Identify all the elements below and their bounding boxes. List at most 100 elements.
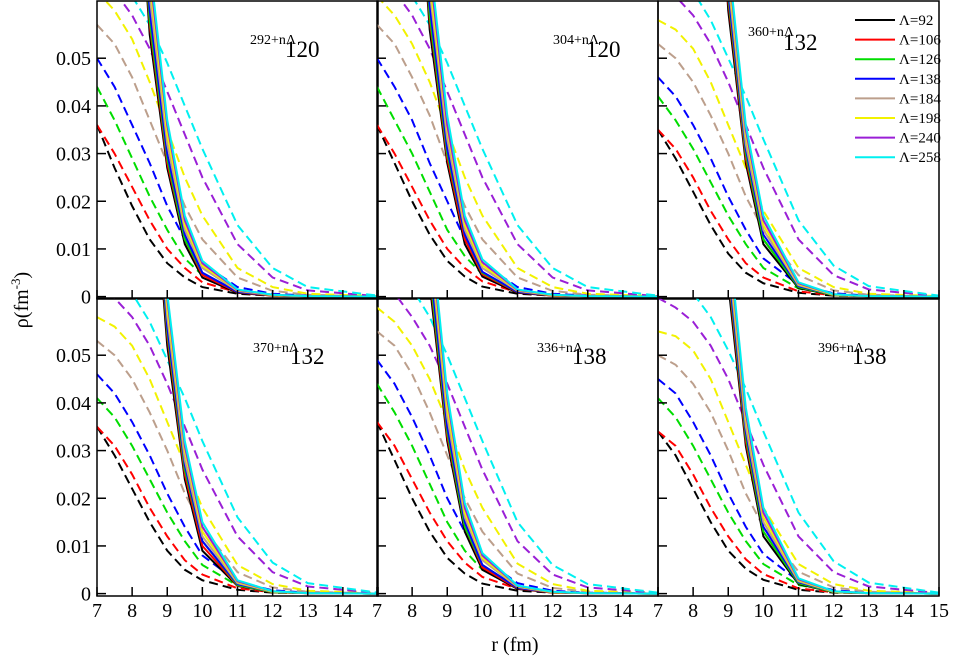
y-tick-label: 0.02: [56, 191, 91, 213]
dashed-line: [97, 373, 378, 595]
solid-line: [436, 298, 658, 595]
dashed-line: [697, 1, 939, 297]
solid-line: [146, 1, 378, 298]
dashed-line: [377, 57, 658, 298]
dashed-line: [133, 1, 378, 297]
x-tick-label: 11: [789, 600, 808, 622]
dashed-line: [97, 397, 378, 595]
x-axis-label: r (fm): [491, 634, 538, 656]
dashed-line: [97, 426, 378, 595]
x-tick-label: 13: [859, 600, 879, 622]
x-tick-label: 8: [407, 600, 417, 622]
x-tick-label: 9: [162, 600, 172, 622]
panel-plot: [97, 1, 378, 298]
x-tick-label: 11: [508, 600, 527, 622]
dashed-line: [377, 359, 658, 595]
dashed-line: [658, 76, 939, 298]
dashed-line: [377, 421, 658, 595]
y-tick-label: 0.01: [56, 239, 91, 261]
solid-line: [166, 298, 378, 595]
dashed-line: [377, 306, 658, 595]
dashed-line: [377, 383, 658, 595]
panel-frame: [657, 297, 940, 597]
y-tick-label: 0.03: [56, 144, 91, 166]
dashed-line: [658, 43, 939, 298]
x-tick-label: 8: [688, 600, 698, 622]
y-tick-label: 0.04: [56, 393, 91, 415]
dashed-line: [377, 24, 658, 298]
y-tick-label: 0.02: [56, 488, 91, 510]
solid-line: [731, 1, 939, 298]
panel-element: 138: [572, 344, 607, 369]
panel-plot: [658, 298, 939, 595]
dashed-line: [97, 24, 378, 298]
solid-line: [147, 1, 378, 298]
panel-plot: [377, 1, 658, 298]
dashed-line: [400, 1, 658, 298]
panel-mass: 304+nΛ: [553, 33, 600, 48]
solid-line: [149, 1, 378, 298]
y-axis-label-text: ρ(fm: [11, 289, 33, 328]
x-tick-label: 10: [472, 600, 492, 622]
dashed-line: [416, 298, 658, 594]
y-axis-label-close: ): [11, 272, 33, 279]
y-axis-label: ρ(fm-3): [8, 272, 33, 328]
panel-plot: [97, 298, 378, 595]
x-tick-label: 13: [578, 600, 598, 622]
dashed-line: [658, 298, 939, 595]
panel-frame: [376, 297, 659, 597]
dashed-line: [658, 430, 939, 595]
panel-plot: [377, 298, 658, 595]
legend-label: Λ=240: [899, 131, 941, 147]
dashed-line: [377, 124, 658, 298]
dashed-line: [396, 298, 658, 595]
x-tick-label: 7: [92, 600, 102, 622]
dashed-line: [658, 354, 939, 595]
dashed-line: [377, 124, 658, 298]
x-tick-label: 10: [753, 600, 773, 622]
dashed-line: [658, 129, 939, 298]
dashed-line: [97, 124, 378, 298]
solid-line: [150, 1, 378, 298]
y-tick-label: 0.03: [56, 441, 91, 463]
legend-label: Λ=184: [899, 91, 941, 107]
x-tick-label: 7: [653, 600, 663, 622]
dashed-line: [97, 124, 378, 298]
legend-label: Λ=138: [899, 72, 941, 88]
dashed-line: [658, 129, 939, 298]
panel-element: 132: [783, 30, 818, 55]
panel-frame: [96, 0, 379, 300]
x-tick-label: 14: [894, 600, 914, 622]
panel-plot: [658, 1, 939, 298]
x-tick-label: 15: [929, 600, 949, 622]
dashed-line: [120, 1, 378, 298]
dashed-line: [133, 298, 378, 594]
dashed-line: [658, 330, 939, 595]
legend-label: Λ=106: [899, 33, 941, 49]
x-tick-label: 12: [543, 600, 563, 622]
legend-label: Λ=258: [899, 150, 941, 166]
dashed-line: [380, 1, 658, 298]
x-tick-label: 11: [228, 600, 247, 622]
solid-line: [152, 1, 378, 298]
panel-element: 138: [852, 344, 887, 369]
solid-line: [148, 1, 378, 298]
panel-element: 120: [586, 37, 621, 62]
y-tick-label: 0.04: [56, 96, 91, 118]
dashed-line: [97, 316, 378, 595]
panel-element: 120: [285, 37, 320, 62]
panel-mass: 292+nΛ: [250, 33, 297, 48]
panel-frame: [96, 297, 379, 597]
x-tick-label: 12: [824, 600, 844, 622]
dashed-line: [97, 86, 378, 298]
dashed-line: [97, 426, 378, 595]
legend-label: Λ=92: [899, 13, 933, 29]
x-tick-label: 10: [192, 600, 212, 622]
dashed-line: [97, 340, 378, 595]
dashed-line: [695, 298, 939, 594]
dashed-line: [658, 95, 939, 298]
solid-line: [147, 1, 378, 298]
legend-label: Λ=126: [899, 52, 941, 68]
dashed-line: [377, 421, 658, 595]
